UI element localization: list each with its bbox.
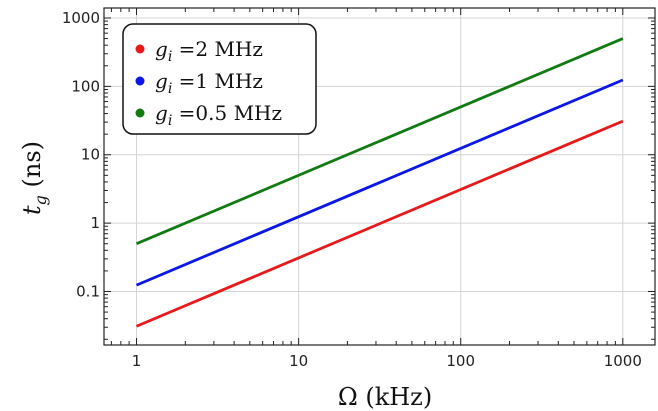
y-tick-label: 10 xyxy=(81,146,100,164)
legend-symbol: g xyxy=(155,37,168,61)
legend-value: =1 MHz xyxy=(172,69,263,93)
legend-symbol: g xyxy=(155,69,168,93)
y-tick-label: 1 xyxy=(90,214,100,232)
y-tick-label: 100 xyxy=(71,77,100,95)
x-tick-label: 1 xyxy=(132,352,142,370)
series-line-1 xyxy=(137,121,623,326)
y-axis-label-unit: (ns) xyxy=(18,141,46,195)
y-axis-label-sub: g xyxy=(31,195,50,205)
y-axis-label-main: t xyxy=(18,205,46,215)
legend-marker-2 xyxy=(136,77,145,86)
x-tick-label: 1000 xyxy=(604,352,642,370)
legend-marker-1 xyxy=(136,45,145,54)
x-tick-label: 100 xyxy=(446,352,475,370)
y-tick-label: 1000 xyxy=(62,9,100,27)
y-tick-label: 0.1 xyxy=(76,282,100,300)
y-axis-label: tg (ns) xyxy=(18,141,50,215)
legend-value: =0.5 MHz xyxy=(172,101,282,125)
legend-entry-3: gi =0.5 MHz xyxy=(155,101,282,129)
legend-symbol: g xyxy=(155,101,168,125)
x-axis-label: Ω (kHz) xyxy=(338,383,432,411)
legend-marker-3 xyxy=(136,109,145,118)
x-tick-label: 10 xyxy=(289,352,308,370)
legend-value: =2 MHz xyxy=(172,37,263,61)
